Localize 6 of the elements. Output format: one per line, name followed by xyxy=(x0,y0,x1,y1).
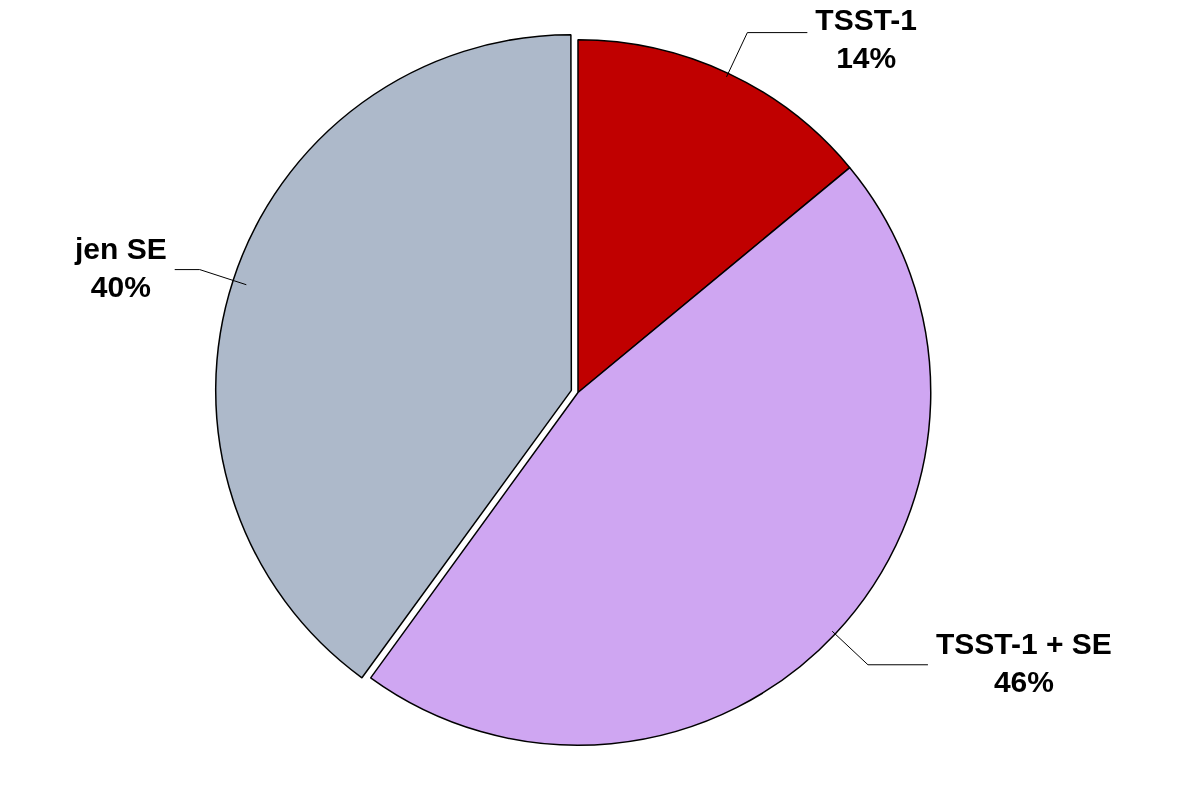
data-label: 40% xyxy=(90,269,151,303)
data-label: 14% xyxy=(836,41,897,75)
slice-label: jen SE xyxy=(74,231,167,265)
slice-label: TSST-1 + SE xyxy=(935,627,1112,661)
slice-label: TSST-1 xyxy=(815,3,918,37)
data-label: 46% xyxy=(993,665,1054,699)
